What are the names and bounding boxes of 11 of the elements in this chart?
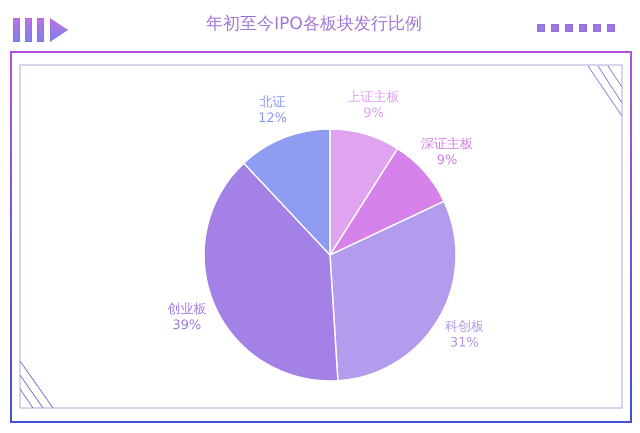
data-label: 9%	[363, 106, 384, 121]
chart-title: 年初至今IPO各板块发行比例	[205, 13, 423, 35]
slice-label: 上证主板	[348, 88, 400, 105]
slice-label: 科创板	[444, 318, 484, 334]
slice-label: 创业板	[167, 301, 206, 316]
data-label: 9%	[436, 152, 458, 168]
data-label: 39%	[172, 317, 202, 332]
data-label: 12%	[258, 110, 288, 126]
data-label: 31%	[450, 334, 479, 350]
slice-label: 深证主板	[421, 135, 474, 152]
slice-label: 北证	[260, 94, 286, 110]
